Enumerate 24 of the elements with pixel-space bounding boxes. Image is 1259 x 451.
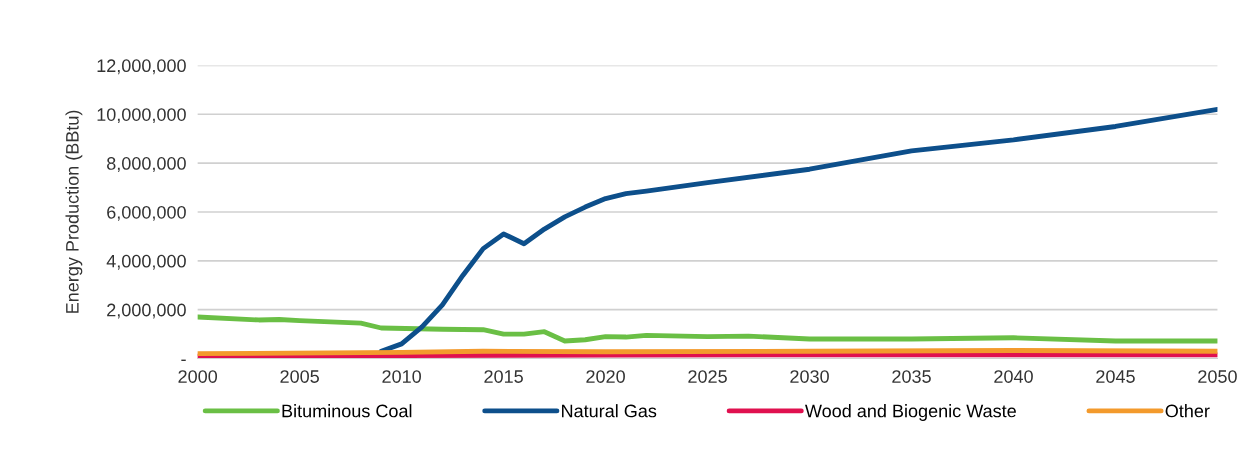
y-tick-label: 2,000,000 bbox=[107, 303, 186, 319]
x-tick-label: 2005 bbox=[280, 370, 319, 383]
legend-label: Natural Gas bbox=[562, 404, 657, 418]
legend-label: Wood and Biogenic Waste bbox=[805, 404, 1016, 421]
x-tick-label: 2025 bbox=[688, 370, 727, 383]
y-tick-label: 8,000,000 bbox=[107, 157, 186, 172]
x-tick-label: 2000 bbox=[178, 370, 218, 383]
legend-label: Other bbox=[1165, 404, 1210, 418]
y-tick-label: 6,000,000 bbox=[107, 205, 186, 221]
x-tick-label: 2040 bbox=[994, 370, 1033, 383]
x-tick-label: 2020 bbox=[586, 370, 625, 383]
x-tick-label: 2035 bbox=[892, 370, 931, 383]
y-tick-label: 4,000,000 bbox=[106, 254, 186, 270]
line-series bbox=[197, 314, 1218, 344]
y-tick-label: - bbox=[181, 359, 186, 361]
y-tick-label: 10,000,000 bbox=[97, 108, 186, 124]
y-tick-label: 12,000,000 bbox=[97, 59, 186, 75]
y-axis-title: Energy Production (BBtu) bbox=[65, 110, 83, 313]
x-tick-label: 2015 bbox=[484, 370, 523, 383]
x-tick-label: 2045 bbox=[1096, 370, 1135, 383]
x-tick-label: 2050 bbox=[1198, 370, 1237, 383]
x-tick-label: 2010 bbox=[382, 370, 421, 383]
x-tick-label: 2030 bbox=[790, 370, 829, 383]
legend-label: Bituminous Coal bbox=[282, 404, 412, 418]
